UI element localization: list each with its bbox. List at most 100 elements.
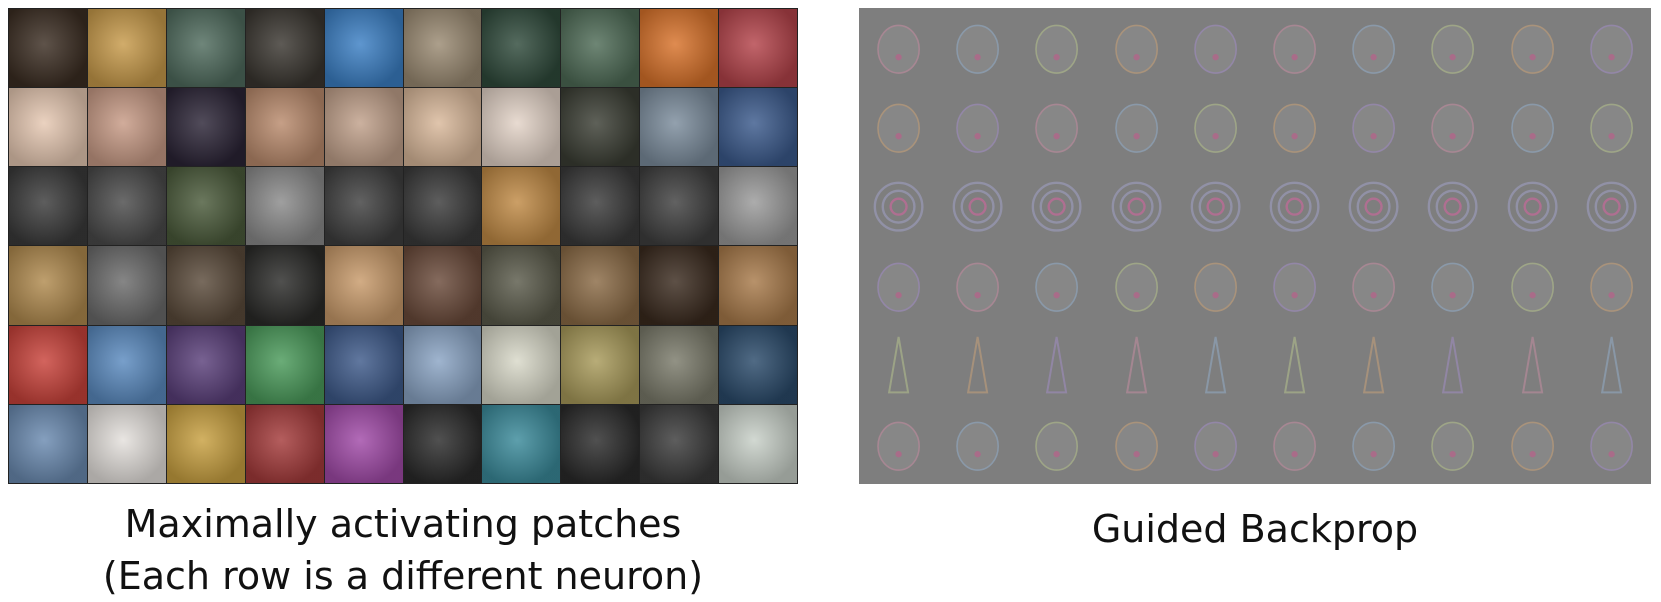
image-patch — [403, 325, 482, 404]
backprop-cell — [1572, 325, 1651, 404]
image-patch — [9, 88, 87, 167]
backprop-cell — [938, 405, 1017, 484]
backprop-cell — [1255, 325, 1334, 404]
backprop-cell — [1017, 405, 1096, 484]
backprop-cell — [938, 87, 1017, 166]
image-patch — [561, 325, 640, 404]
image-patch — [166, 9, 245, 88]
image-patch — [245, 9, 324, 88]
guided-backprop-image — [859, 8, 1651, 484]
backprop-cell — [1334, 87, 1413, 166]
image-patch — [245, 325, 324, 404]
backprop-cell — [1493, 325, 1572, 404]
backprop-cell — [1413, 167, 1492, 246]
image-patch — [324, 325, 403, 404]
backprop-cell — [1493, 8, 1572, 87]
backprop-cell — [1097, 87, 1176, 166]
image-patch — [640, 325, 719, 404]
backprop-cell — [1017, 167, 1096, 246]
image-patch — [482, 167, 561, 246]
image-patch — [403, 88, 482, 167]
backprop-cell — [1493, 87, 1572, 166]
backprop-cell — [1493, 405, 1572, 484]
image-patch — [640, 167, 719, 246]
image-patch — [403, 404, 482, 483]
backprop-cell — [859, 167, 938, 246]
image-patch — [9, 246, 87, 325]
backprop-cell — [1334, 8, 1413, 87]
image-patch — [9, 325, 87, 404]
backprop-cell — [1097, 167, 1176, 246]
backprop-cell — [859, 8, 938, 87]
backprop-cell — [1017, 87, 1096, 166]
backprop-cell — [1334, 405, 1413, 484]
image-patch — [561, 167, 640, 246]
left-caption-line2: (Each row is a different neuron) — [102, 554, 704, 598]
backprop-cell — [938, 246, 1017, 325]
backprop-cell — [1413, 246, 1492, 325]
image-patch — [719, 88, 797, 167]
backprop-cell — [1493, 167, 1572, 246]
backprop-cell — [1176, 325, 1255, 404]
backprop-cell — [1572, 405, 1651, 484]
backprop-cell — [1017, 246, 1096, 325]
image-patch — [561, 88, 640, 167]
backprop-cell — [1097, 246, 1176, 325]
image-patch — [561, 246, 640, 325]
backprop-cell — [1255, 405, 1334, 484]
backprop-cell — [938, 167, 1017, 246]
backprop-cell — [1097, 8, 1176, 87]
image-patch — [324, 167, 403, 246]
backprop-cell — [1176, 405, 1255, 484]
image-patch — [482, 88, 561, 167]
image-patch — [403, 246, 482, 325]
backprop-cell — [1097, 405, 1176, 484]
image-patch — [719, 246, 797, 325]
backprop-cell — [1176, 167, 1255, 246]
image-patch — [482, 404, 561, 483]
image-patch — [166, 325, 245, 404]
backprop-cell — [1334, 167, 1413, 246]
backprop-cell — [1017, 325, 1096, 404]
backprop-cell — [1097, 325, 1176, 404]
backprop-cell — [1572, 8, 1651, 87]
image-patch — [245, 88, 324, 167]
image-patch — [166, 167, 245, 246]
backprop-cell — [859, 87, 938, 166]
image-patch — [324, 404, 403, 483]
backprop-cell — [859, 246, 938, 325]
image-patch — [719, 167, 797, 246]
backprop-cell — [1413, 405, 1492, 484]
backprop-cell — [1493, 246, 1572, 325]
backprop-cell — [1176, 8, 1255, 87]
backprop-cell — [1413, 87, 1492, 166]
image-patch — [719, 9, 797, 88]
image-patch — [561, 404, 640, 483]
image-patch — [166, 404, 245, 483]
left-caption-line1: Maximally activating patches — [124, 502, 682, 546]
image-patch — [9, 404, 87, 483]
image-patch — [166, 246, 245, 325]
image-patch — [482, 325, 561, 404]
backprop-cell — [1572, 87, 1651, 166]
image-patch — [482, 246, 561, 325]
backprop-cell — [1572, 246, 1651, 325]
image-patch — [561, 9, 640, 88]
image-patch — [640, 88, 719, 167]
image-patch — [87, 246, 166, 325]
backprop-cell — [1255, 8, 1334, 87]
image-patch — [719, 325, 797, 404]
maximally-activating-patches-grid — [8, 8, 798, 484]
backprop-cell — [1255, 87, 1334, 166]
image-patch — [324, 246, 403, 325]
backprop-cell — [1572, 167, 1651, 246]
backprop-cell — [938, 325, 1017, 404]
image-patch — [640, 9, 719, 88]
image-patch — [640, 404, 719, 483]
image-patch — [87, 9, 166, 88]
image-patch — [9, 9, 87, 88]
backprop-cell — [1334, 246, 1413, 325]
image-patch — [245, 404, 324, 483]
backprop-cell — [859, 405, 938, 484]
image-patch — [403, 9, 482, 88]
